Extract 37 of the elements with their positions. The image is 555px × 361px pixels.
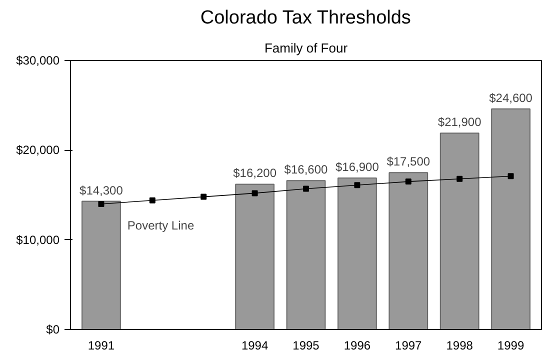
- data-label: $16,900: [336, 160, 380, 174]
- x-tick-label: 1999: [497, 338, 524, 352]
- bar: [440, 132, 480, 330]
- y-tick-label: $30,000: [16, 54, 60, 68]
- x-tick-label: 1995: [292, 338, 320, 352]
- data-label: $14,300: [80, 183, 124, 198]
- point: [303, 186, 309, 192]
- x-tick-label: 1994: [241, 338, 268, 352]
- point: [508, 173, 514, 180]
- chart-title: Colorado Tax Thresholds: [200, 8, 411, 28]
- data-label: $16,600: [284, 162, 328, 177]
- bar: [235, 184, 275, 330]
- x-tick-label: 1997: [395, 338, 422, 352]
- bar: [491, 108, 530, 330]
- bar: [286, 180, 326, 330]
- series-label: Poverty Line: [127, 218, 194, 232]
- point: [200, 194, 207, 200]
- y-tick-label: $10,000: [16, 232, 60, 247]
- bar: [82, 200, 121, 330]
- point: [252, 190, 258, 196]
- y-tick-label: $20,000: [16, 143, 60, 158]
- data-label: $21,900: [438, 115, 482, 130]
- x-tick-label: 1998: [446, 338, 474, 352]
- y-tick-label: $0: [46, 322, 60, 336]
- point: [149, 197, 156, 204]
- x-tick-label: 1996: [344, 338, 371, 352]
- bar: [337, 177, 377, 330]
- chart-subtitle: Family of Four: [264, 40, 348, 56]
- point: [456, 176, 463, 182]
- point: [354, 182, 360, 188]
- data-label: $24,600: [489, 90, 533, 105]
- bar: [388, 172, 428, 330]
- data-label: $16,200: [233, 166, 277, 180]
- point: [98, 200, 104, 207]
- x-tick-label: 1991: [88, 338, 115, 352]
- point: [405, 178, 412, 185]
- data-label: $17,500: [386, 154, 430, 169]
